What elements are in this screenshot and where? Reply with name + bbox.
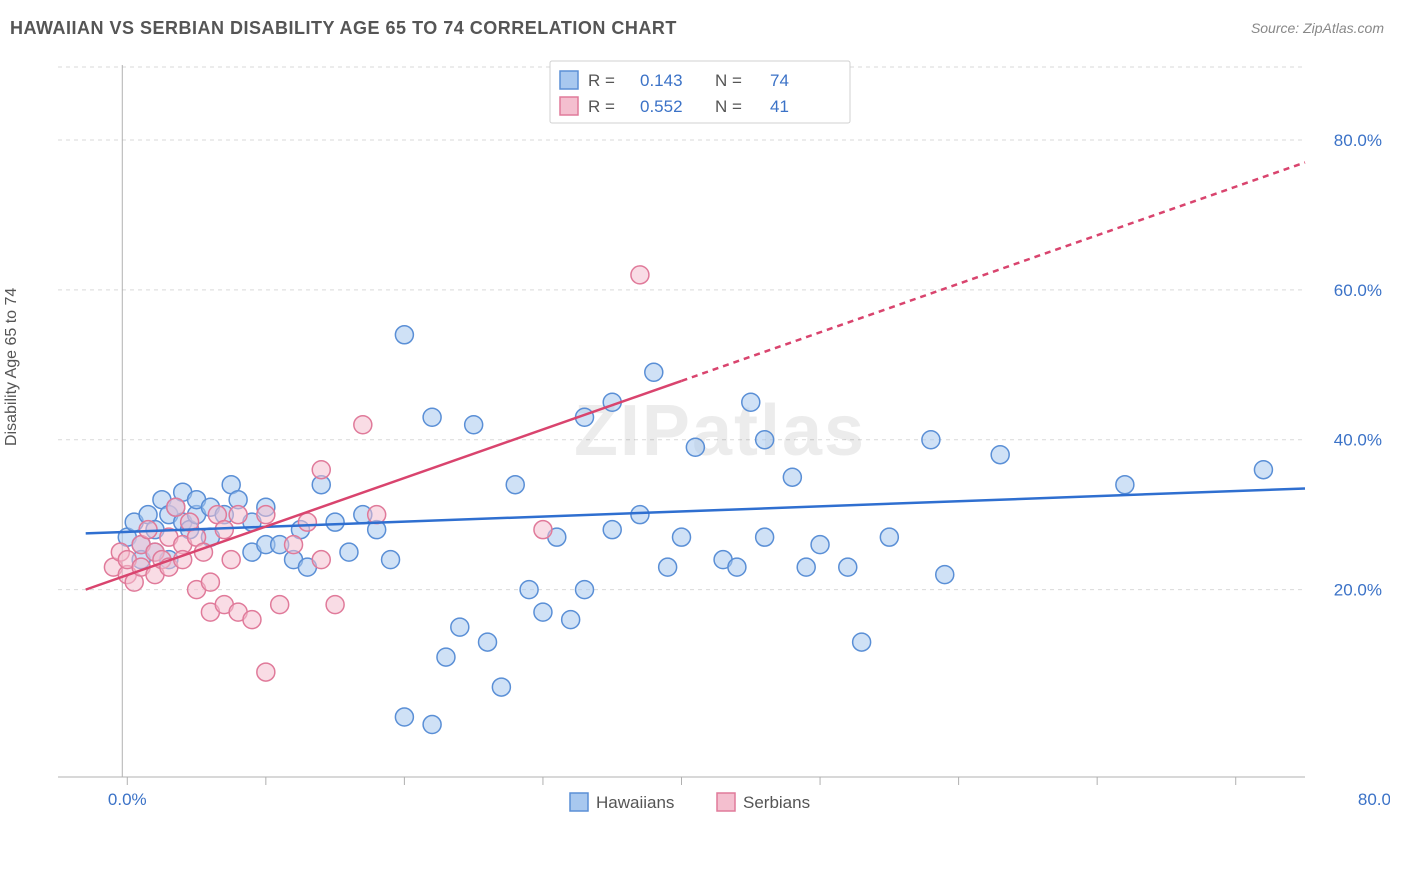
data-point — [576, 581, 594, 599]
data-point — [756, 528, 774, 546]
data-point — [285, 536, 303, 554]
data-point — [756, 431, 774, 449]
y-tick-label: 40.0% — [1334, 431, 1382, 450]
data-point — [451, 618, 469, 636]
plot-svg: ZIPatlas R =0.143N =74R =0.552N =41 Hawa… — [50, 55, 1390, 825]
data-point — [492, 678, 510, 696]
data-point — [395, 708, 413, 726]
data-point — [423, 408, 441, 426]
data-point — [326, 513, 344, 531]
chart-title: HAWAIIAN VS SERBIAN DISABILITY AGE 65 TO… — [10, 18, 677, 38]
data-point — [880, 528, 898, 546]
data-point — [520, 581, 538, 599]
data-point — [534, 603, 552, 621]
data-point — [603, 521, 621, 539]
data-point — [312, 551, 330, 569]
data-point — [326, 596, 344, 614]
data-point — [298, 513, 316, 531]
data-point — [354, 416, 372, 434]
data-point — [465, 416, 483, 434]
legend-swatch — [570, 793, 588, 811]
data-point — [479, 633, 497, 651]
data-point — [167, 498, 185, 516]
x-min-label: 0.0% — [108, 790, 147, 809]
data-point — [631, 506, 649, 524]
legend-top: R = 0.143 N = 74 R = 0.552 N = 41 — [550, 61, 850, 123]
data-point — [797, 558, 815, 576]
legend-series-label: Hawaiians — [596, 793, 674, 812]
legend-swatch — [560, 97, 578, 115]
data-point — [562, 611, 580, 629]
data-point — [423, 716, 441, 734]
x-max-label: 80.0% — [1358, 790, 1390, 809]
legend-r-value: 0.143 — [640, 71, 683, 90]
data-point — [631, 266, 649, 284]
data-point — [1254, 461, 1272, 479]
data-point — [534, 521, 552, 539]
data-point — [811, 536, 829, 554]
data-point — [742, 393, 760, 411]
data-point — [312, 461, 330, 479]
source-label: Source: ZipAtlas.com — [1251, 20, 1384, 36]
legend-swatch — [717, 793, 735, 811]
data-point — [853, 633, 871, 651]
data-point — [936, 566, 954, 584]
y-tick-label: 60.0% — [1334, 281, 1382, 300]
data-point — [673, 528, 691, 546]
data-point — [382, 551, 400, 569]
data-point — [229, 506, 247, 524]
data-point — [686, 438, 704, 456]
data-point — [243, 611, 261, 629]
legend-series-label: Serbians — [743, 793, 810, 812]
scatter-plot: ZIPatlas R =0.143N =74R =0.552N =41 Hawa… — [50, 55, 1390, 825]
legend-r-label: R = — [588, 71, 615, 90]
legend-swatch — [560, 71, 578, 89]
data-point — [1116, 476, 1134, 494]
data-point — [257, 663, 275, 681]
legend-r-label: R = — [588, 97, 615, 116]
data-point — [922, 431, 940, 449]
trend-line-dashed — [682, 162, 1306, 380]
legend-n-value: 41 — [770, 97, 789, 116]
data-point — [991, 446, 1009, 464]
data-point — [201, 573, 219, 591]
data-point — [368, 506, 386, 524]
data-point — [257, 506, 275, 524]
data-point — [340, 543, 358, 561]
legend-n-label: N = — [715, 71, 742, 90]
data-point — [645, 363, 663, 381]
data-point — [506, 476, 524, 494]
data-point — [271, 596, 289, 614]
y-tick-label: 20.0% — [1334, 581, 1382, 600]
legend-r-value: 0.552 — [640, 97, 683, 116]
y-tick-label: 80.0% — [1334, 131, 1382, 150]
data-point — [659, 558, 677, 576]
data-point — [728, 558, 746, 576]
data-point — [783, 468, 801, 486]
data-point — [222, 551, 240, 569]
y-axis-label: Disability Age 65 to 74 — [3, 288, 21, 446]
legend-n-value: 74 — [770, 71, 789, 90]
legend-bottom: Hawaiians Serbians — [570, 793, 810, 812]
data-point — [437, 648, 455, 666]
legend-n-label: N = — [715, 97, 742, 116]
data-point — [395, 326, 413, 344]
data-point — [839, 558, 857, 576]
